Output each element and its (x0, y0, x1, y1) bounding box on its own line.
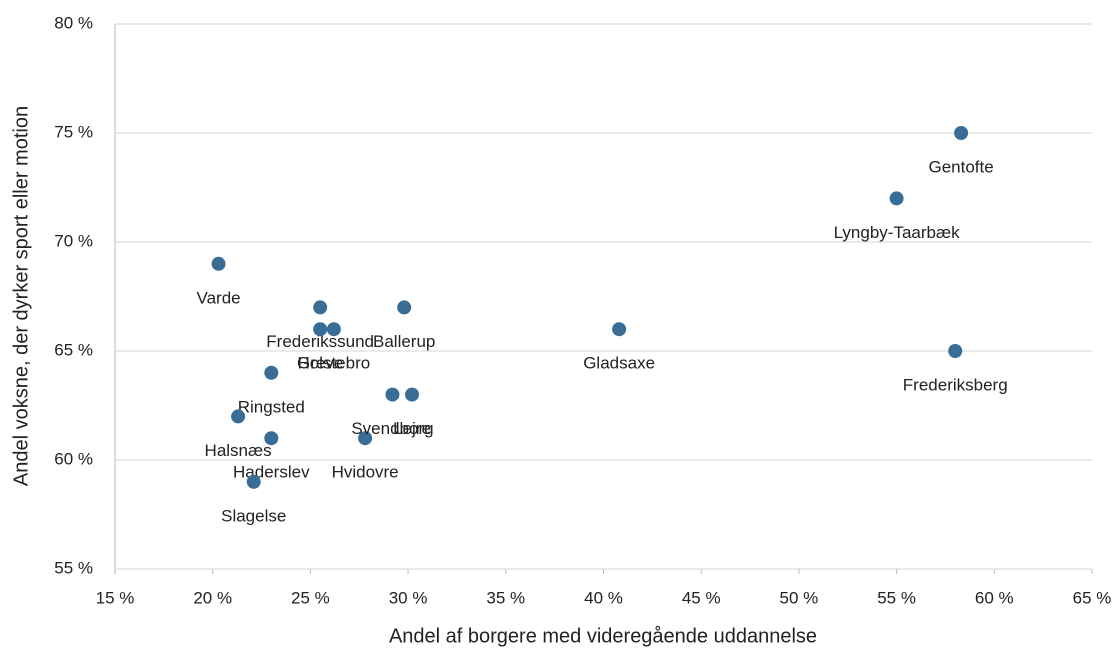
point (246, 474, 261, 489)
point-label: Greve (297, 354, 343, 373)
point (948, 344, 963, 358)
point (231, 409, 246, 424)
y-tick-label: 80 % (54, 13, 93, 32)
point (954, 126, 969, 140)
point (889, 191, 904, 206)
y-axis-title: Andel voksne, der dyrker sport eller mot… (10, 106, 32, 486)
point-label: Ringsted (238, 397, 305, 416)
point (264, 431, 279, 446)
point-label: Hvidovre (332, 463, 399, 482)
point-label: Holstebro (297, 354, 370, 373)
x-tick-label: 25 % (291, 588, 330, 607)
point-label: Varde (197, 288, 241, 307)
point-label: Haderslev (233, 463, 310, 482)
point-label: Gentofte (928, 157, 993, 176)
x-tick-label: 20 % (193, 588, 232, 607)
point (326, 322, 341, 337)
y-tick-label: 70 % (54, 231, 93, 250)
x-tick-label: 35 % (486, 588, 525, 607)
point (385, 387, 400, 402)
point (397, 300, 412, 315)
x-tick-label: 30 % (389, 588, 428, 607)
x-tick-label: 40 % (584, 588, 623, 607)
point (612, 322, 627, 337)
x-tick-label: 65 % (1073, 588, 1112, 607)
point-label: Gladsaxe (583, 354, 655, 373)
x-axis-title: Andel af borgere med videregående uddann… (389, 625, 817, 647)
x-tick-label: 55 % (877, 588, 916, 607)
y-tick-label: 75 % (54, 122, 93, 141)
point (405, 387, 420, 402)
point-label: Halsnæs (205, 441, 272, 460)
point (313, 322, 328, 337)
point (211, 256, 226, 271)
point-label: Lejre (393, 419, 431, 438)
point-label: Svendborg (351, 419, 433, 438)
x-tick-label: 60 % (975, 588, 1014, 607)
point-label: Frederiksberg (903, 375, 1008, 394)
x-tick-label: 15 % (96, 588, 135, 607)
point-label: Ballerup (373, 332, 435, 351)
point (264, 365, 279, 380)
point-label: Frederikssund (266, 332, 374, 351)
point (358, 431, 373, 446)
point (313, 300, 328, 315)
x-tick-label: 50 % (780, 588, 819, 607)
x-tick-label: 45 % (682, 588, 721, 607)
point-label: Slagelse (221, 506, 286, 525)
y-tick-label: 65 % (54, 340, 93, 359)
point-label: Lyngby-Taarbæk (834, 223, 960, 242)
y-tick-label: 60 % (54, 449, 93, 468)
y-tick-label: 55 % (54, 558, 93, 577)
